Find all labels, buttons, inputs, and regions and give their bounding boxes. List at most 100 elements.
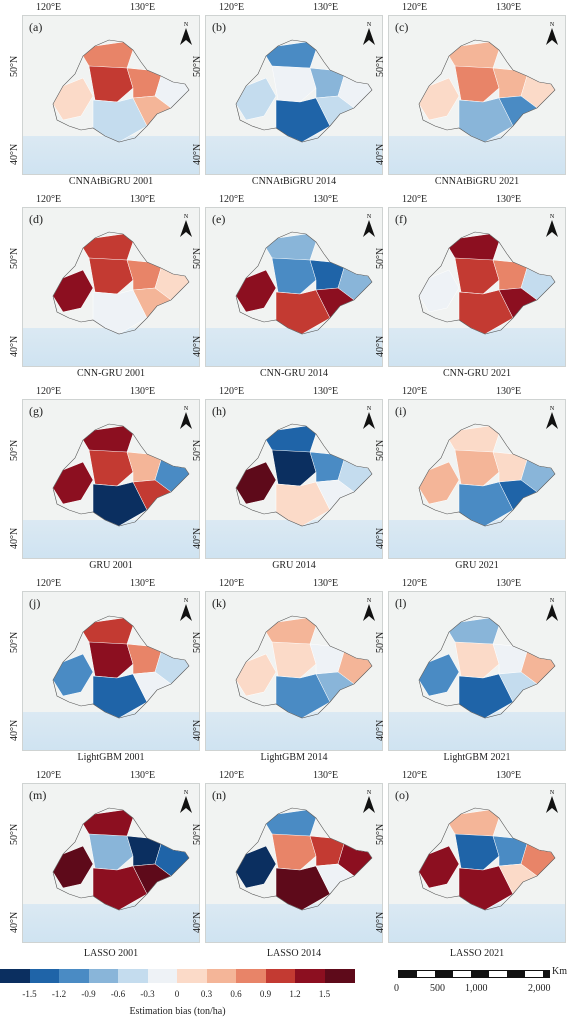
sea-area [206,328,382,366]
region-map [418,615,556,719]
map-panel: (a) N [22,15,200,175]
north-arrow-icon: N [363,22,375,45]
longitude-label: 130°E [130,194,156,205]
panel-caption: LASSO 2001 [83,948,139,959]
north-arrow-shape [363,220,375,237]
region-outline [235,807,373,911]
north-label: N [184,406,189,412]
latitude-label: 50°N [9,439,20,461]
panel-label: (k) [212,596,226,610]
north-label: N [550,214,555,220]
bias-region [418,845,460,889]
map-panel: (k) N [205,591,383,751]
map-panel: (i) N [388,399,566,559]
north-arrow-icon: N [180,22,192,45]
longitude-label: 120°E [402,578,428,589]
region-map [52,615,190,719]
legend-color-cell [265,969,296,983]
latitude-label: 40°N [192,335,203,357]
legend-tick-label: -0.6 [110,989,126,999]
panel-caption: LightGBM 2021 [443,752,511,763]
longitude-label: 120°E [219,2,245,13]
panel-caption: CNN-GRU 2014 [259,368,329,379]
latitude-label: 50°N [192,247,203,269]
bias-region [88,257,134,295]
region-map [235,615,373,719]
longitude-label: 120°E [219,770,245,781]
region-map [235,423,373,527]
north-label: N [184,598,189,604]
north-arrow-shape [180,220,192,237]
north-arrow-icon: N [546,790,558,813]
north-arrow-icon: N [546,22,558,45]
legend-tick-label: -0.9 [81,989,96,999]
longitude-label: 120°E [402,770,428,781]
longitude-label: 130°E [313,2,339,13]
region-outline [418,423,556,527]
map-panel: (e) N [205,207,383,367]
region-outline [235,231,373,335]
map-panel: (c) N [388,15,566,175]
latitude-label: 40°N [375,527,386,549]
region-outline [418,615,556,719]
north-arrow-icon: N [546,214,558,237]
bias-region [88,65,134,103]
longitude-label: 130°E [130,578,156,589]
longitude-label: 130°E [496,194,522,205]
sea-area [23,712,199,750]
longitude-label: 130°E [313,386,339,397]
panel-caption: GRU 2014 [272,560,316,571]
longitude-label: 130°E [496,770,522,781]
map-panel: (h) N [205,399,383,559]
longitude-label: 120°E [219,386,245,397]
north-arrow-shape [546,220,558,237]
scale-unit: Km [552,966,567,977]
panel-caption: GRU 2001 [89,560,133,571]
legend-color-cell [324,969,355,983]
panel-caption: LASSO 2021 [449,948,505,959]
bias-region [235,461,277,505]
map-panel: (j) N [22,591,200,751]
bias-region [454,257,500,295]
region-map [418,423,556,527]
legend-tick-label: 0.6 [230,989,242,999]
latitude-label: 50°N [192,439,203,461]
panel-label: (o) [395,788,409,802]
scale-bar [398,970,550,978]
region-outline [52,39,190,143]
legend-color-cell [295,969,325,983]
bias-region [271,449,317,487]
bias-region [52,269,94,313]
latitude-label: 40°N [375,719,386,741]
region-map [52,423,190,527]
bias-region [271,833,317,871]
sea-area [389,712,565,750]
bias-region [454,65,500,103]
north-arrow-icon: N [546,598,558,621]
legend-color-cell [147,969,178,983]
north-label: N [367,406,372,412]
map-panel: (l) N [388,591,566,751]
latitude-label: 50°N [9,823,20,845]
sea-area [23,520,199,558]
longitude-label: 130°E [130,386,156,397]
legend-color-cell [29,969,60,983]
legend-tick-label: 1.5 [318,989,331,999]
bias-region [88,449,134,487]
scale-label-1000: 1,000 [465,983,488,994]
north-arrow-icon: N [180,406,192,429]
panel-label: (d) [29,212,43,226]
longitude-label: 120°E [219,578,245,589]
bias-region [271,65,317,103]
bias-region [235,845,277,889]
latitude-label: 50°N [9,247,20,269]
legend-color-cell [118,969,148,983]
bias-region [271,641,317,679]
latitude-label: 40°N [192,143,203,165]
north-label: N [367,22,372,28]
north-arrow-shape [180,28,192,45]
legend-color-cell [236,969,266,983]
region-outline [52,615,190,719]
north-label: N [550,22,555,28]
scale-label-2000: 2,000 [528,983,551,994]
